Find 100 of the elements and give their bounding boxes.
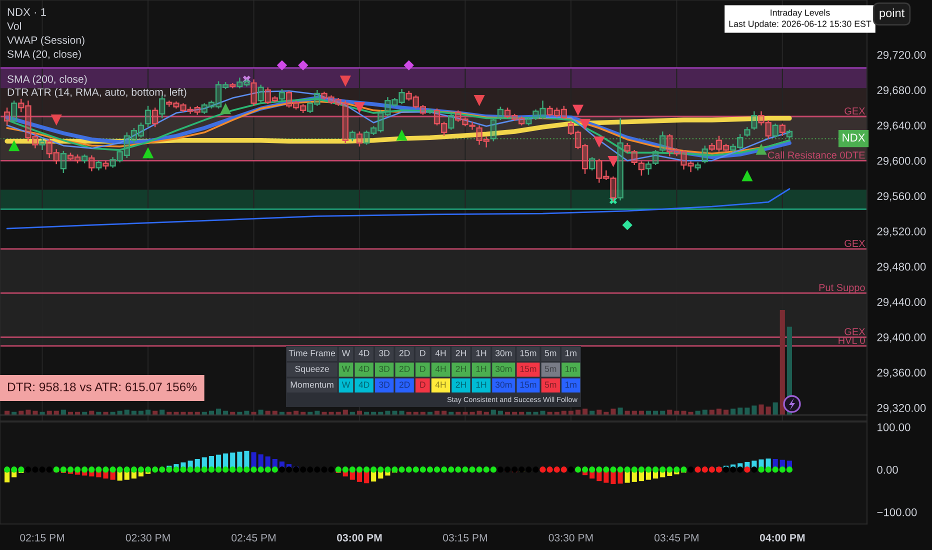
point: [622, 220, 632, 230]
annotation: Vol: [7, 22, 21, 30]
category-label: D: [420, 350, 426, 356]
candlestick: [215, 80, 222, 110]
candlestick: [483, 136, 490, 148]
candlestick: [25, 100, 32, 142]
x-tick-label: 02:45 PM: [232, 534, 276, 542]
text: W: [342, 382, 350, 388]
x-tick-label: 02:30 PM: [126, 534, 170, 542]
bar: [342, 410, 348, 415]
bar: [702, 410, 708, 415]
candlestick: [448, 113, 454, 130]
candlestick: [392, 97, 398, 108]
candlestick: [53, 148, 60, 165]
candlestick: [292, 100, 300, 110]
point: [608, 156, 619, 168]
candlestick: [102, 160, 109, 170]
text: 4H: [435, 382, 446, 388]
candlestick: [680, 149, 687, 170]
candlestick: [751, 110, 758, 130]
candlestick: [426, 108, 434, 114]
candlestick: [532, 108, 539, 121]
candlestick: [370, 126, 377, 136]
candlestick: [110, 156, 116, 168]
candlestick: [286, 90, 292, 108]
candlestick: [39, 137, 46, 151]
y-tick-label: 29,360.00: [877, 368, 926, 378]
point: [756, 144, 767, 155]
y-tick-label: 29,440.00: [877, 298, 926, 308]
ref-line-label: Call Resistance 0DTE: [768, 151, 865, 159]
candlestick: [624, 142, 630, 154]
candlestick: [173, 100, 180, 110]
candlestick: [716, 135, 722, 152]
bar: [618, 408, 623, 415]
candlestick: [412, 94, 419, 110]
candlestick: [772, 122, 778, 138]
text: 15m: [520, 366, 536, 372]
point: [609, 196, 618, 204]
bar: [490, 410, 496, 415]
candlestick: [758, 110, 764, 126]
candlestick: [138, 122, 144, 138]
text: 3D: [379, 366, 390, 372]
x-tick-label: 03:00 PM: [337, 534, 382, 542]
point: [276, 60, 288, 70]
text: D: [420, 382, 426, 388]
x-tick-label: 03:45 PM: [654, 534, 698, 542]
category-label: 2H: [456, 350, 466, 356]
text: 30m: [495, 366, 512, 372]
point: [474, 95, 485, 106]
annotation: DTR: 958.18 vs ATR: 615.07 156%: [8, 382, 197, 392]
text: 5m: [544, 382, 556, 388]
annotation: VWAP (Session): [7, 36, 84, 46]
candlestick: [130, 127, 138, 144]
line-series: [6, 188, 790, 230]
candlestick: [250, 78, 257, 107]
text: Time Frame: [288, 350, 336, 356]
candlestick: [278, 88, 286, 102]
y-tick-label: 29,520.00: [877, 228, 926, 237]
annotation: DTR ATR (14, RMA, auto, bottom, left): [8, 88, 186, 98]
text: 2D: [399, 382, 410, 388]
category-label: 4D: [358, 350, 370, 356]
candlestick: [300, 104, 306, 114]
candlestick: [222, 81, 229, 90]
candlestick: [440, 121, 448, 137]
point: [298, 60, 308, 70]
candlestick: [314, 89, 320, 107]
bar: [26, 410, 31, 415]
candlestick: [166, 100, 172, 108]
bar: [772, 402, 778, 415]
candlestick: [603, 170, 610, 181]
candlestick: [645, 160, 652, 176]
bar: [709, 410, 714, 415]
candlestick: [18, 98, 24, 113]
ref-line-label: GEX: [844, 240, 866, 247]
candlestick: [124, 132, 130, 159]
ref-line-label: NDX: [842, 134, 866, 142]
candlestick: [504, 107, 511, 119]
bar: [596, 410, 602, 415]
bar: [766, 406, 771, 415]
candlestick: [744, 126, 750, 138]
candlestick: [490, 118, 497, 142]
point: [220, 103, 232, 114]
bar: [780, 310, 785, 415]
text: 3D: [379, 382, 390, 388]
candlestick: [258, 84, 264, 104]
annotation: Last Update: 2026-06-12 15:30 EST: [729, 20, 872, 29]
candlestick: [652, 149, 659, 166]
candlestick: [363, 130, 370, 146]
y-tick-label: 29,400.00: [877, 333, 926, 343]
candlestick: [96, 160, 102, 171]
text: 1H: [476, 366, 486, 372]
y-tick-label: 29,680.00: [877, 86, 926, 96]
category-label: 30m: [495, 350, 512, 356]
point: [354, 102, 366, 114]
y-tick-label: 29,600.00: [877, 156, 926, 166]
candlestick: [116, 149, 123, 164]
candlestick: [342, 100, 348, 144]
candlestick: [779, 122, 786, 137]
point: [242, 76, 251, 84]
category-label: 3D: [379, 350, 390, 356]
